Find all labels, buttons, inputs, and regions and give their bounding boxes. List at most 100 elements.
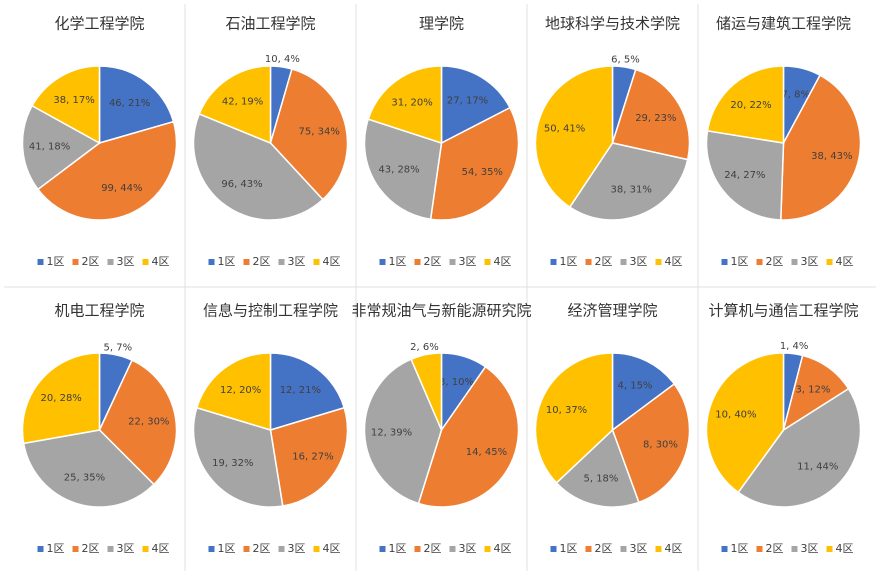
data-label: 3, 10% (439, 377, 474, 388)
legend-label: 4区 (836, 542, 854, 555)
legend-swatch (142, 259, 149, 265)
legend-label: 3区 (288, 255, 306, 268)
data-label: 27, 17% (447, 95, 488, 106)
legend-label: 3区 (801, 255, 819, 268)
data-label: 75, 34% (299, 126, 340, 137)
data-label: 38, 43% (811, 151, 852, 162)
pie-slice (367, 65, 443, 145)
legend-label: 1区 (389, 542, 407, 555)
data-label: 50, 41% (544, 124, 585, 135)
legend-label: 1区 (731, 255, 749, 268)
legend-swatch (142, 546, 149, 552)
data-label: 20, 22% (730, 100, 771, 111)
legend-swatch (243, 259, 250, 265)
pie-slice (410, 352, 443, 431)
pie-slice (429, 106, 520, 221)
data-label: 22, 30% (128, 416, 169, 427)
legend-label: 1区 (560, 255, 578, 268)
data-label: 99, 44% (101, 183, 142, 194)
legend-label: 4区 (152, 255, 170, 268)
legend-label: 1区 (389, 255, 407, 268)
pie-slice (363, 118, 443, 221)
legend-label: 3区 (630, 255, 648, 268)
data-label: 10, 40% (715, 410, 756, 421)
data-label: 12, 21% (280, 385, 321, 396)
legend-label: 1区 (47, 255, 65, 268)
data-label: 6, 5% (611, 54, 640, 65)
legend-swatch (414, 546, 421, 552)
data-label: 4, 15% (617, 380, 652, 391)
pie-slice (706, 65, 785, 144)
data-label: 31, 20% (391, 98, 432, 109)
legend-label: 2区 (766, 542, 784, 555)
pie-slice (98, 359, 178, 486)
legend-swatch (721, 259, 728, 265)
data-label: 38, 31% (611, 184, 652, 195)
legend-label: 3区 (459, 542, 477, 555)
legend-label: 1区 (47, 542, 65, 555)
pie-slice (21, 352, 101, 445)
legend-swatch (550, 546, 557, 552)
pie-slice (192, 112, 324, 221)
pie-slice (269, 352, 346, 432)
legend-label: 4区 (665, 255, 683, 268)
data-label: 10, 37% (546, 405, 587, 416)
pie-slice (192, 406, 284, 508)
pie-slice (568, 142, 689, 221)
legend-swatch (791, 546, 798, 552)
pie-slice (22, 429, 156, 508)
legend-swatch (107, 259, 114, 265)
legend-label: 4区 (836, 255, 854, 268)
data-label: 12, 39% (371, 428, 412, 439)
pie-slice (780, 74, 862, 221)
legend-swatch (484, 259, 491, 265)
pie-slice (269, 406, 349, 507)
legend-swatch (107, 546, 114, 552)
data-label: 16, 27% (292, 452, 333, 463)
chart-title: 储运与建筑工程学院 (716, 15, 851, 33)
chart-title: 计算机与通信工程学院 (708, 302, 858, 320)
legend-swatch (449, 546, 456, 552)
data-label: 5, 7% (104, 342, 133, 353)
chart-title: 信息与控制工程学院 (203, 302, 338, 320)
legend-swatch (620, 259, 627, 265)
pie-slice (555, 428, 640, 508)
legend-swatch (208, 546, 215, 552)
data-label: 5, 18% (583, 474, 618, 485)
legend-swatch (208, 259, 215, 265)
legend-swatch (756, 546, 763, 552)
legend-swatch (72, 546, 79, 552)
legend-swatch (379, 259, 386, 265)
chart-title: 理学院 (419, 15, 464, 33)
pie-slice (98, 65, 175, 144)
chart-title: 化学工程学院 (54, 15, 144, 33)
legend-swatch (449, 259, 456, 265)
chart-title: 石油工程学院 (225, 15, 315, 33)
data-label: 2, 6% (410, 342, 439, 353)
legend-swatch (655, 546, 662, 552)
legend-swatch (585, 546, 592, 552)
legend-label: 2区 (766, 255, 784, 268)
legend-swatch (585, 259, 592, 265)
chart-title: 经济管理学院 (567, 302, 657, 320)
data-label: 19, 32% (212, 458, 253, 469)
data-label: 43, 28% (378, 164, 419, 175)
legend-label: 4区 (494, 255, 512, 268)
chart-title: 地球科学与技术学院 (545, 15, 680, 33)
data-label: 54, 35% (462, 167, 503, 178)
data-label: 96, 43% (221, 179, 262, 190)
legend-label: 2区 (595, 255, 613, 268)
legend-label: 1区 (218, 255, 236, 268)
pie-slice (534, 65, 614, 209)
legend-swatch (72, 259, 79, 265)
data-label: 20, 28% (41, 393, 82, 404)
data-label: 8, 30% (643, 439, 678, 450)
legend-swatch (791, 259, 798, 265)
legend-swatch (379, 546, 386, 552)
legend-label: 3区 (459, 255, 477, 268)
data-label: 42, 19% (222, 96, 263, 107)
legend-label: 3区 (288, 542, 306, 555)
data-label: 25, 35% (64, 473, 105, 484)
legend-label: 3区 (630, 542, 648, 555)
